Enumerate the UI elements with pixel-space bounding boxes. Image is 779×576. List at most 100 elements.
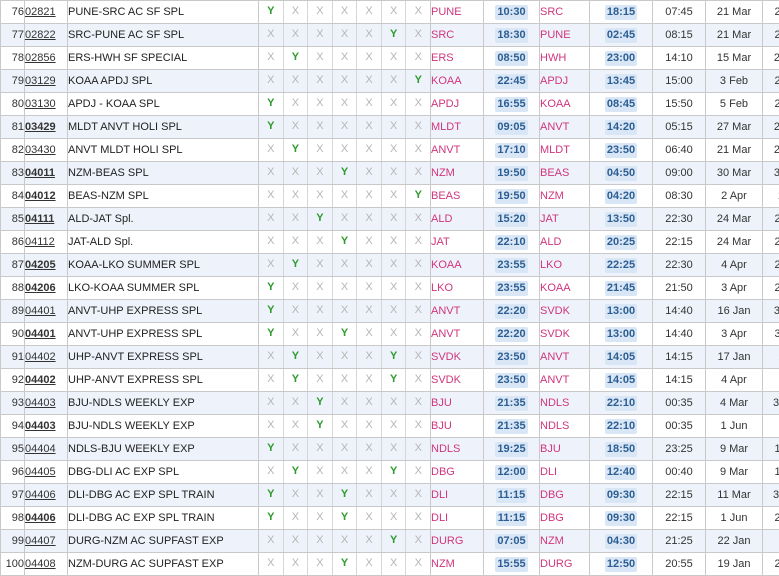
arrival-time: 04:50 <box>605 166 637 181</box>
run-day-indicator: X <box>333 438 358 460</box>
run-day-indicator: X <box>284 392 309 414</box>
run-day-indicator: X <box>308 70 333 92</box>
train-number-link[interactable]: 04407 <box>25 535 56 547</box>
arrival-time: 04:20 <box>605 189 637 204</box>
run-day-indicator: X <box>333 392 358 414</box>
train-number-link[interactable]: 04206 <box>25 282 56 294</box>
run-day-indicator: X <box>308 1 333 23</box>
train-number-link[interactable]: 04111 <box>25 213 54 225</box>
run-day-indicator: X <box>357 461 382 483</box>
run-day-indicator: X <box>406 461 430 483</box>
from-station: BJU <box>431 420 452 432</box>
train-name-cell: ALD-JAT Spl. <box>68 208 259 231</box>
start-date-cell: 4 Apr <box>706 254 763 277</box>
arrival-time: 14:05 <box>605 373 637 388</box>
train-number-link[interactable]: 04012 <box>25 190 56 202</box>
from-station: BJU <box>431 397 452 409</box>
departure-time-cell: 23:50 <box>484 369 540 392</box>
from-station: DURG <box>431 535 463 547</box>
train-name-cell: PUNE-SRC AC SF SPL <box>68 1 259 24</box>
from-station: NZM <box>431 167 455 179</box>
train-number-link[interactable]: 04404 <box>25 443 56 455</box>
serial-number-cell: 96 <box>1 461 25 484</box>
train-number-link[interactable]: 04401 <box>25 328 56 340</box>
run-day-indicator: X <box>333 461 358 483</box>
run-day-indicator: X <box>259 553 284 575</box>
train-number-link[interactable]: 02822 <box>25 29 56 41</box>
run-day-indicator: X <box>406 231 430 253</box>
run-day-indicator: X <box>382 323 407 345</box>
serial-number: 85 <box>12 213 24 225</box>
run-day-indicator: X <box>406 415 430 437</box>
departure-time: 07:05 <box>495 534 527 549</box>
run-day-indicator: X <box>308 231 333 253</box>
train-number-link[interactable]: 02821 <box>25 6 56 18</box>
from-station-cell: LKO <box>431 277 484 300</box>
serial-number: 76 <box>12 6 24 18</box>
departure-time: 15:55 <box>495 557 527 572</box>
arrival-time-cell: 13:45 <box>590 70 653 93</box>
run-day-indicator: X <box>406 208 430 230</box>
arrival-time-cell: 13:50 <box>590 208 653 231</box>
train-number-link[interactable]: 04402 <box>25 351 56 363</box>
train-number-link[interactable]: 04402 <box>25 374 56 386</box>
start-date: 5 Feb <box>720 98 748 110</box>
train-number-link[interactable]: 04403 <box>25 420 56 432</box>
departure-time-cell: 11:15 <box>484 507 540 530</box>
train-number-link[interactable]: 04406 <box>25 512 56 524</box>
serial-number-cell: 77 <box>1 24 25 47</box>
from-station-cell: DLI <box>431 507 484 530</box>
train-number-link[interactable]: 04011 <box>25 167 55 179</box>
train-name: DURG-NZM AC SUPFAST EXP <box>68 535 224 547</box>
arrival-time: 21:45 <box>605 281 637 296</box>
start-date: 11 Mar <box>717 489 750 501</box>
train-number-link[interactable]: 03129 <box>25 75 56 87</box>
train-number-link[interactable]: 04401 <box>25 305 56 317</box>
duration-cell: 21:25 <box>653 530 706 553</box>
to-station: KOAA <box>540 98 571 110</box>
travel-duration: 22:30 <box>665 213 693 225</box>
serial-number-cell: 80 <box>1 93 25 116</box>
run-day-indicator: Y <box>406 185 430 207</box>
run-day-indicator: X <box>284 208 309 230</box>
train-name: JAT-ALD Spl. <box>68 236 133 248</box>
run-day-indicator: Y <box>284 369 309 391</box>
run-day-indicator: X <box>284 415 309 437</box>
serial-number-cell: 81 <box>1 116 25 139</box>
end-date-cell: 16 Jun <box>763 461 779 484</box>
train-number-cell: 02856 <box>25 47 68 70</box>
from-station-cell: APDJ <box>431 93 484 116</box>
end-date: 28 Mar <box>774 52 779 64</box>
travel-duration: 14:10 <box>665 52 693 64</box>
train-number-link[interactable]: 03430 <box>25 144 56 156</box>
from-station: DBG <box>431 466 455 478</box>
end-date-cell: 30 Jun <box>763 323 779 346</box>
run-day-indicator: X <box>284 507 309 529</box>
train-number-link[interactable]: 03130 <box>25 98 56 110</box>
to-station-cell: PUNE <box>540 24 590 47</box>
train-number-link[interactable]: 04205 <box>25 259 56 271</box>
train-number-link[interactable]: 04112 <box>25 236 55 248</box>
run-day-indicator: X <box>357 1 382 23</box>
train-number-cell: 04405 <box>25 461 68 484</box>
run-day-indicator: X <box>259 369 284 391</box>
train-number-link[interactable]: 04405 <box>25 466 56 478</box>
arrival-time-cell: 12:40 <box>590 461 653 484</box>
train-number-link[interactable]: 04403 <box>25 397 56 409</box>
train-name-cell: NZM-DURG AC SUPFAST EXP <box>68 553 259 576</box>
serial-number-cell: 85 <box>1 208 25 231</box>
departure-time: 22:20 <box>495 304 527 319</box>
serial-number: 93 <box>12 397 24 409</box>
run-day-indicator: X <box>333 185 358 207</box>
run-day-indicator: Y <box>259 323 284 345</box>
train-number-link[interactable]: 02856 <box>25 52 56 64</box>
train-number-link[interactable]: 04408 <box>25 558 56 570</box>
to-station-cell: ANVT <box>540 116 590 139</box>
departure-time-cell: 16:55 <box>484 93 540 116</box>
train-number-link[interactable]: 03429 <box>25 121 56 133</box>
train-number-link[interactable]: 04406 <box>25 489 56 501</box>
train-name-cell: ANVT-UHP EXPRESS SPL <box>68 300 259 323</box>
